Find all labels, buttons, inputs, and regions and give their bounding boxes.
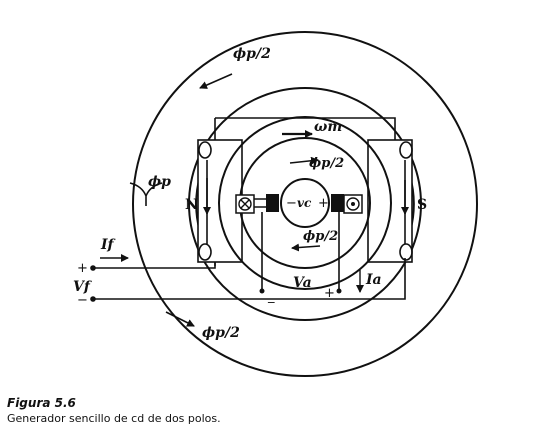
label-commutator-voltage: vc xyxy=(297,196,312,210)
label-field-current: If xyxy=(100,237,117,253)
label-armature-plus: + xyxy=(324,286,335,301)
label-flux-inner-top: ϕp/2 xyxy=(309,156,344,171)
flux-arrow-inner-top xyxy=(289,156,319,165)
terminal-a-minus xyxy=(259,288,265,294)
dc-generator-diagram: ϕp/2 ϕp/2 ωm ϕp/2 ϕp/2 ϕp N S vc − + If … xyxy=(73,31,478,377)
label-field-plus: + xyxy=(77,261,88,276)
caption-text: Generador sencillo de cd de dos polos. xyxy=(7,412,221,425)
flux-arrow-bottom xyxy=(165,311,195,327)
stator-outer-circle xyxy=(132,31,478,377)
figure-caption: Figura 5.6 Generador sencillo de cd de d… xyxy=(7,394,221,426)
brush-left xyxy=(266,194,279,212)
label-armature-current: Ia xyxy=(365,272,382,288)
label-armature-minus: _ xyxy=(267,289,275,304)
label-pole-s: S xyxy=(417,197,427,213)
conductor-right xyxy=(343,194,363,214)
label-field-voltage: Vf xyxy=(73,279,93,295)
rotor-outer xyxy=(218,116,392,290)
brush-right xyxy=(331,194,344,212)
label-commutator-plus: + xyxy=(318,196,329,211)
stator-inner-circle xyxy=(188,87,422,321)
field-lead-top xyxy=(94,262,216,269)
conductor-link-left xyxy=(254,198,266,208)
label-flux-pole: ϕp xyxy=(148,174,171,190)
label-flux-top: ϕp/2 xyxy=(233,46,271,62)
pole-flux-symbol xyxy=(129,182,163,206)
label-flux-bottom: ϕp/2 xyxy=(202,325,240,341)
field-lead-bottom xyxy=(94,258,406,300)
flux-arrow-top xyxy=(199,73,233,89)
terminal-a-plus xyxy=(336,288,342,294)
label-commutator-minus: − xyxy=(286,196,297,211)
conductor-left xyxy=(235,194,255,214)
label-omega: ωm xyxy=(314,119,342,135)
label-armature-voltage: Va xyxy=(293,275,312,291)
terminal-f-minus xyxy=(90,296,96,302)
terminal-f-plus xyxy=(90,265,96,271)
label-field-minus: − xyxy=(77,293,88,308)
caption-title: Figura 5.6 xyxy=(7,396,76,410)
commutator xyxy=(280,178,330,228)
label-pole-n: N xyxy=(185,197,198,213)
flux-arrow-inner-bottom xyxy=(291,243,321,252)
label-flux-inner-bottom: ϕp/2 xyxy=(303,229,338,244)
